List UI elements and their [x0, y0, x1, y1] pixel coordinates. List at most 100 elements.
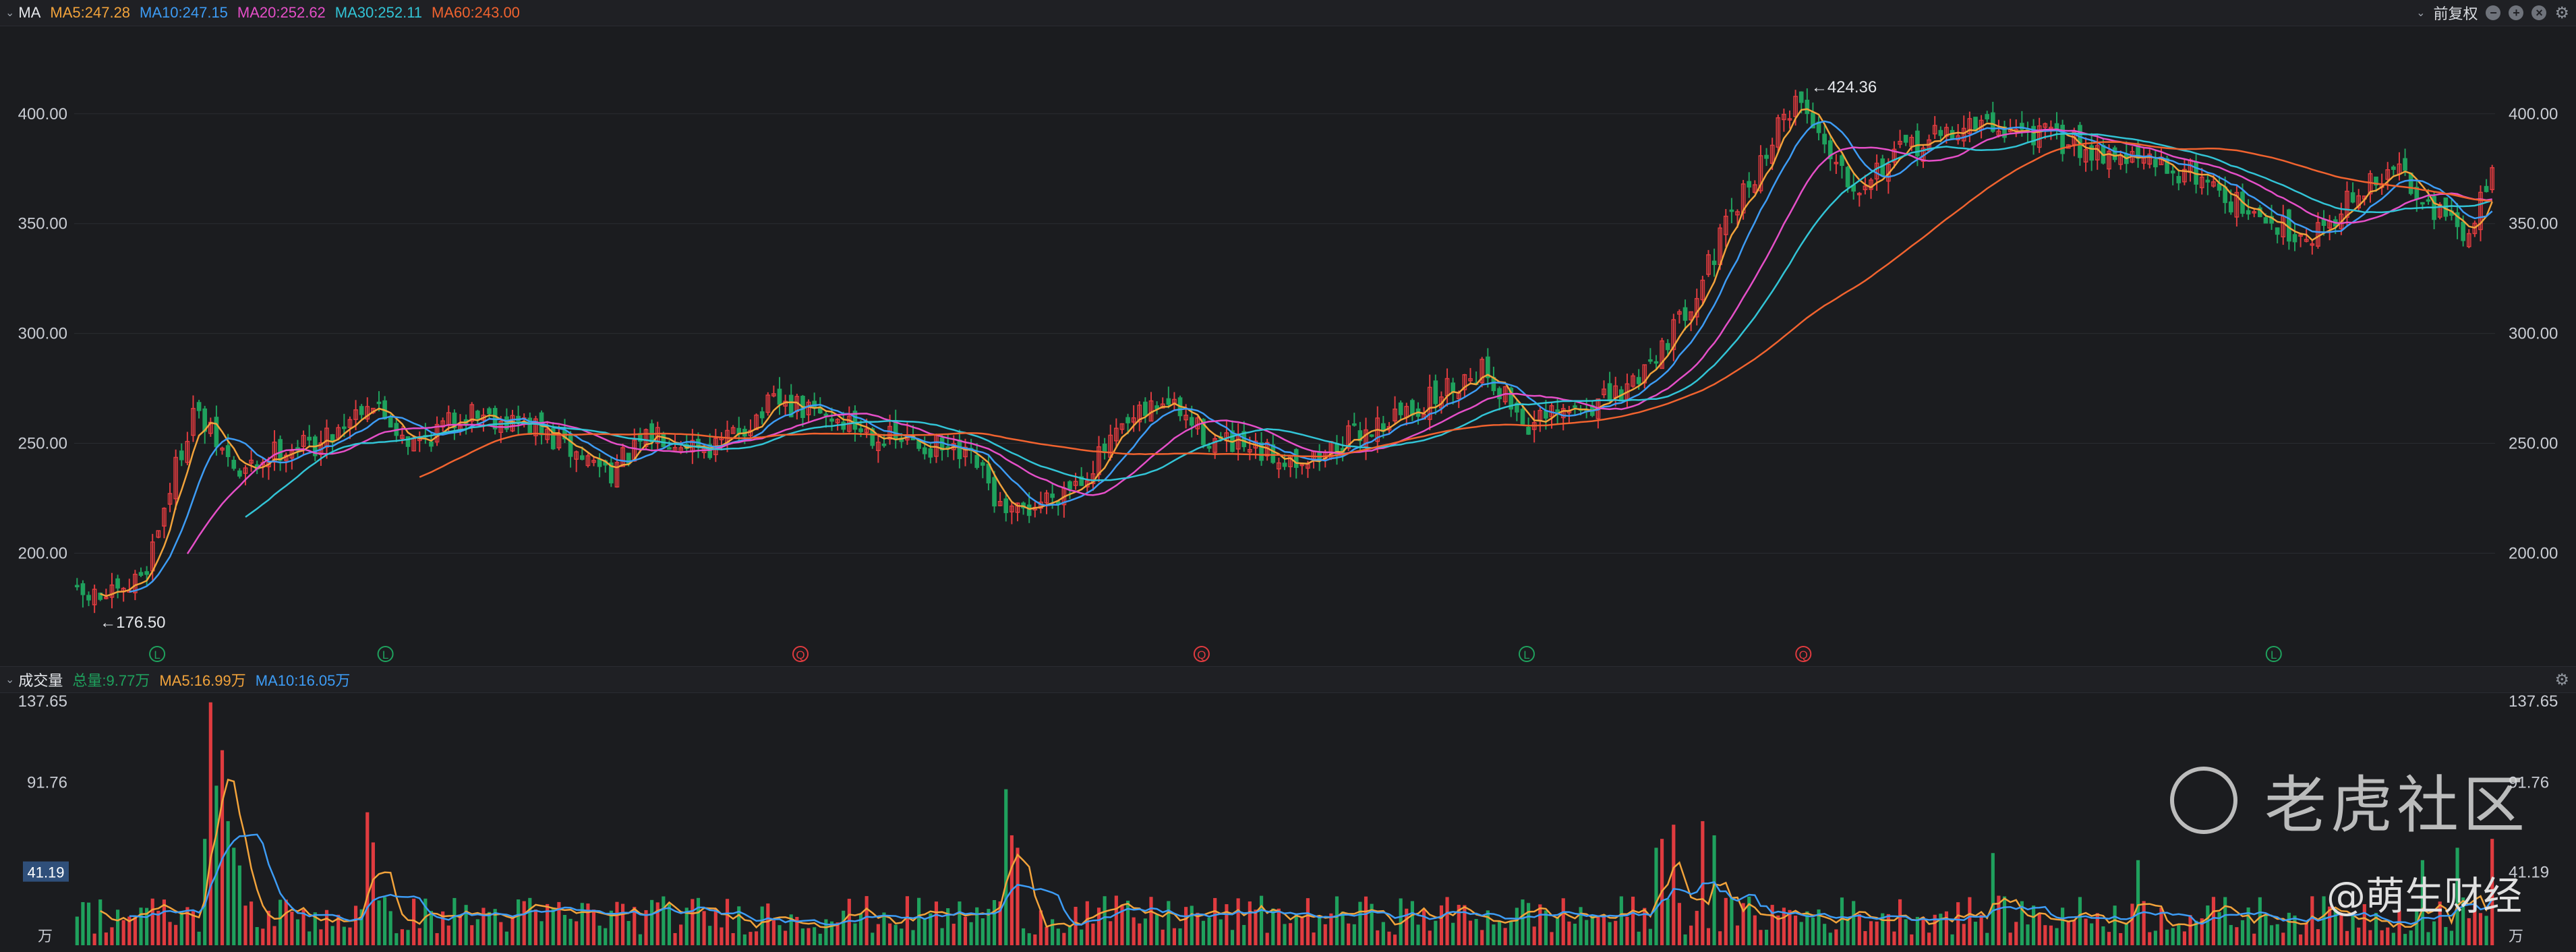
minus-icon[interactable]: − — [2486, 5, 2501, 20]
candle — [2426, 199, 2431, 202]
volume-bar — [673, 932, 677, 945]
volume-bar — [684, 908, 689, 945]
candle — [1480, 359, 1485, 384]
event-marker-label: L — [1523, 649, 1529, 661]
volume-bar — [1306, 898, 1310, 945]
volume-bar — [110, 927, 114, 945]
candle — [1758, 155, 1763, 191]
volume-bar — [1405, 908, 1409, 945]
volume-bar — [1910, 934, 1914, 945]
volume-bar — [1033, 934, 1037, 945]
candle — [225, 445, 231, 457]
candle — [2292, 234, 2297, 243]
volume-bar — [1776, 915, 1780, 945]
volume-bar — [1532, 926, 1536, 945]
adjust-selector[interactable]: 前复权 — [2433, 5, 2478, 22]
volume-tick-right: 137.65 — [2509, 692, 2558, 711]
volume-bar — [1196, 912, 1200, 945]
volume-bar — [1596, 916, 1600, 945]
candle — [1798, 91, 1804, 103]
close-icon[interactable]: × — [2531, 5, 2547, 20]
volume-bar — [2409, 930, 2413, 945]
volume-bar — [2368, 930, 2372, 945]
volume-bar — [429, 911, 434, 945]
candle — [1055, 501, 1061, 504]
event-marker-label: L — [2271, 649, 2277, 661]
gear-icon[interactable]: ⚙ — [2554, 670, 2569, 689]
candle — [2054, 123, 2059, 129]
volume-bar — [1468, 920, 1473, 945]
candle — [98, 593, 103, 600]
volume-bar — [1991, 853, 1995, 945]
chevron-down-icon[interactable]: ⌄ — [2416, 7, 2426, 19]
event-marker-icon — [2265, 646, 2282, 662]
gear-icon[interactable]: ⚙ — [2554, 3, 2569, 22]
price-tick-right: 400.00 — [2509, 105, 2558, 123]
volume-bar — [766, 903, 770, 945]
volume-bar — [1886, 914, 1890, 945]
volume-bar — [813, 927, 817, 945]
volume-bar — [1236, 898, 1240, 945]
volume-bar — [754, 931, 759, 945]
candle — [1520, 409, 1525, 425]
volume-bar — [417, 928, 421, 945]
candle — [609, 462, 614, 483]
volume-bar — [412, 898, 416, 945]
volume-title[interactable]: 成交量 — [18, 672, 63, 689]
event-marker-label: Q — [1197, 649, 1206, 661]
candle — [2020, 123, 2024, 130]
volume-bar — [958, 901, 962, 945]
candle — [2461, 221, 2465, 241]
candle — [1769, 144, 1775, 164]
price-chart[interactable]: 400.00 400.00 350.00 350.00 300.00 300.00 250.… — [0, 26, 2576, 666]
candle — [1201, 419, 1206, 446]
candle — [661, 433, 666, 448]
volume-bar — [1828, 932, 1832, 945]
volume-bar — [1230, 930, 1235, 945]
volume-bar — [2031, 905, 2036, 945]
volume-bar — [1410, 901, 1414, 945]
candle — [1863, 185, 1868, 191]
volume-bar — [2333, 909, 2337, 945]
indicator-name[interactable]: MA — [18, 4, 41, 21]
candle — [1248, 449, 1252, 453]
volume-tick-right: 41.19 — [2509, 864, 2549, 882]
volume-bar — [1376, 930, 1380, 945]
candle — [487, 408, 492, 415]
volume-bar — [2246, 907, 2250, 945]
event-marker-icon — [1193, 646, 1210, 662]
volume-bar — [1590, 916, 1594, 945]
candle — [1747, 181, 1752, 188]
chevron-down-icon[interactable]: ⌄ — [5, 674, 15, 686]
candle — [806, 401, 811, 415]
volume-bar — [1387, 931, 1391, 945]
candle — [376, 401, 382, 405]
volume-bar — [1747, 896, 1751, 945]
candle — [341, 426, 347, 429]
plus-icon[interactable]: + — [2509, 5, 2524, 20]
volume-bar — [1863, 930, 1867, 945]
candle — [667, 447, 672, 450]
volume-bar — [1463, 905, 1467, 945]
volume-bar — [2444, 926, 2448, 945]
candle — [196, 402, 202, 411]
candle — [2310, 243, 2315, 246]
chevron-down-icon[interactable]: ⌄ — [5, 7, 15, 19]
candle — [788, 394, 794, 417]
candle — [1648, 359, 1653, 362]
candle — [249, 459, 254, 464]
volume-bar — [2014, 922, 2018, 945]
volume-bar — [1114, 895, 1118, 945]
volume-bar — [191, 911, 196, 945]
candle — [1119, 423, 1125, 430]
volume-bar — [546, 903, 550, 945]
volume-bar — [2328, 906, 2332, 945]
volume-bar — [2386, 927, 2390, 945]
candle — [1642, 364, 1647, 384]
event-marker: Q — [1193, 646, 1210, 662]
volume-bar — [1155, 914, 1159, 945]
volume-bar — [2037, 913, 2041, 945]
volume-bar — [858, 913, 863, 945]
candle — [841, 421, 846, 430]
